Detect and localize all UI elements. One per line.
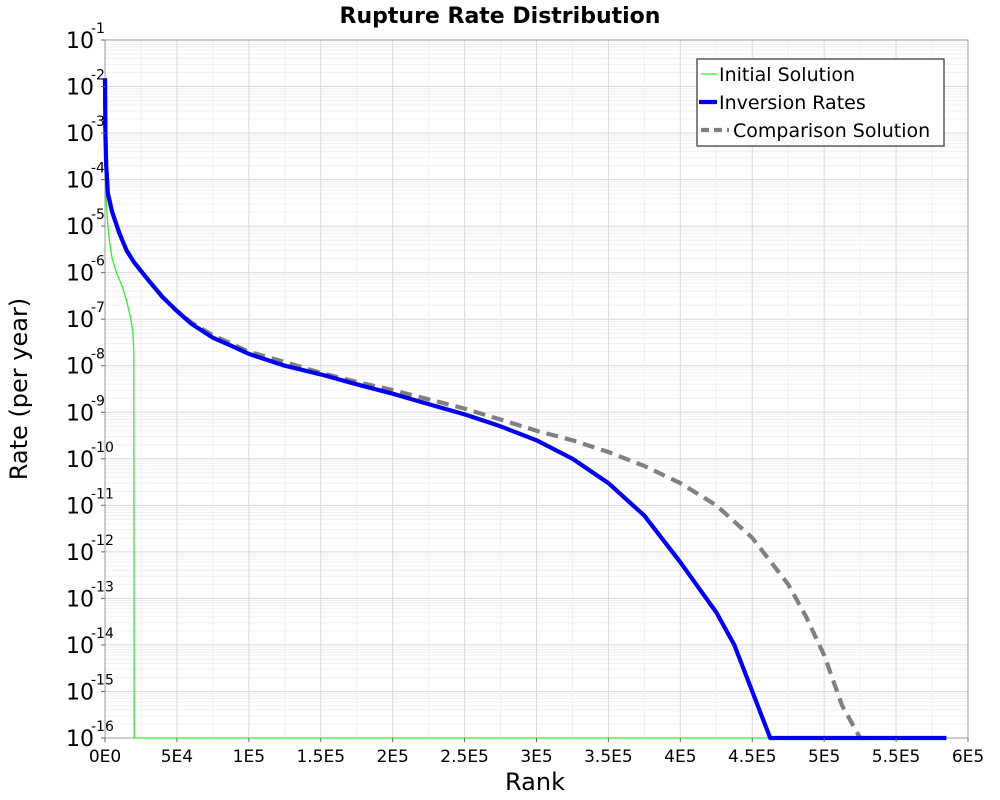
y-tick-label: 10-5 xyxy=(66,207,105,240)
series-line-initial-solution xyxy=(104,86,947,739)
y-tick-label: 10-8 xyxy=(66,347,105,380)
y-tick-exponent: -3 xyxy=(91,114,105,130)
x-axis-label: Rank xyxy=(505,768,565,796)
x-tick-label: 3E5 xyxy=(520,747,552,767)
y-tick-exponent: -7 xyxy=(91,300,105,316)
x-tick-label: 4.5E5 xyxy=(728,747,777,767)
y-axis-label: Rate (per year) xyxy=(5,298,33,480)
y-tick-label: 10-14 xyxy=(66,626,114,659)
legend-label-initial-solution: Initial Solution xyxy=(719,64,855,86)
y-tick-exponent: -2 xyxy=(91,68,105,84)
x-tick-label: 0E0 xyxy=(89,747,121,767)
x-tick-label: 5E5 xyxy=(808,747,840,767)
x-tick-label: 1E5 xyxy=(233,747,265,767)
x-tick-label: 3.5E5 xyxy=(584,747,633,767)
y-tick-label: 10-7 xyxy=(66,300,105,333)
y-tick-base: 10 xyxy=(66,401,94,426)
legend-label-comparison-solution: Comparison Solution xyxy=(733,120,930,142)
y-tick-exponent: -11 xyxy=(91,486,114,502)
y-axis-ticks: 10-110-210-310-410-510-610-710-810-910-1… xyxy=(66,21,114,752)
y-tick-exponent: -13 xyxy=(91,579,114,595)
x-tick-label: 5E4 xyxy=(161,747,193,767)
x-tick-label: 2E5 xyxy=(376,747,408,767)
y-tick-label: 10-13 xyxy=(66,579,114,612)
y-tick-base: 10 xyxy=(66,29,94,54)
y-tick-exponent: -1 xyxy=(91,21,105,37)
y-tick-exponent: -9 xyxy=(91,393,105,409)
y-tick-base: 10 xyxy=(66,727,94,752)
y-tick-base: 10 xyxy=(66,215,94,240)
y-tick-exponent: -4 xyxy=(91,161,105,177)
y-tick-base: 10 xyxy=(66,308,94,333)
y-tick-base: 10 xyxy=(66,494,94,519)
y-tick-base: 10 xyxy=(66,122,94,147)
y-tick-label: 10-6 xyxy=(66,254,105,287)
y-tick-label: 10-1 xyxy=(66,21,105,54)
x-axis-ticks: 0E0 5E4 1E5 1.5E5 2E5 2.5E5 3E5 3.5E5 4E5 4.5E5 5E… xyxy=(89,738,984,767)
legend-label-inversion-rates: Inversion Rates xyxy=(719,92,866,114)
y-tick-base: 10 xyxy=(66,76,94,101)
y-tick-label: 10-15 xyxy=(66,672,114,705)
y-tick-exponent: -8 xyxy=(91,347,105,363)
y-tick-base: 10 xyxy=(66,634,94,659)
y-tick-base: 10 xyxy=(66,680,94,705)
legend-box xyxy=(696,58,945,147)
series-line-comparison-solution xyxy=(102,78,868,741)
y-tick-exponent: -10 xyxy=(91,440,114,456)
x-tick-label: 1.5E5 xyxy=(296,747,345,767)
y-tick-label: 10-3 xyxy=(66,114,105,147)
y-tick-base: 10 xyxy=(66,355,94,380)
legend: Initial Solution Inversion Rates Compari… xyxy=(696,58,945,147)
y-tick-label: 10-9 xyxy=(66,393,105,426)
y-tick-base: 10 xyxy=(66,541,94,566)
x-tick-label: 6E5 xyxy=(952,747,984,767)
y-tick-exponent: -6 xyxy=(91,254,105,270)
y-tick-label: 10-2 xyxy=(66,68,105,101)
y-tick-base: 10 xyxy=(66,587,94,612)
y-tick-base: 10 xyxy=(66,448,94,473)
y-tick-label: 10-4 xyxy=(66,161,105,194)
chart-title: Rupture Rate Distribution xyxy=(340,4,661,29)
y-tick-label: 10-11 xyxy=(66,486,114,519)
y-tick-label: 10-10 xyxy=(66,440,114,473)
series-layer xyxy=(102,78,947,741)
y-tick-exponent: -16 xyxy=(91,719,114,735)
y-tick-exponent: -5 xyxy=(91,207,105,223)
y-tick-exponent: -15 xyxy=(91,672,114,688)
y-tick-label: 10-12 xyxy=(66,533,114,566)
y-tick-base: 10 xyxy=(66,169,94,194)
y-tick-base: 10 xyxy=(66,262,94,287)
y-tick-label: 10-16 xyxy=(66,719,114,752)
y-tick-exponent: -14 xyxy=(91,626,114,642)
y-tick-exponent: -12 xyxy=(91,533,114,549)
x-tick-label: 2.5E5 xyxy=(440,747,489,767)
x-tick-label: 5.5E5 xyxy=(872,747,921,767)
series-line-inversion-rates xyxy=(102,78,947,741)
x-tick-label: 4E5 xyxy=(664,747,696,767)
